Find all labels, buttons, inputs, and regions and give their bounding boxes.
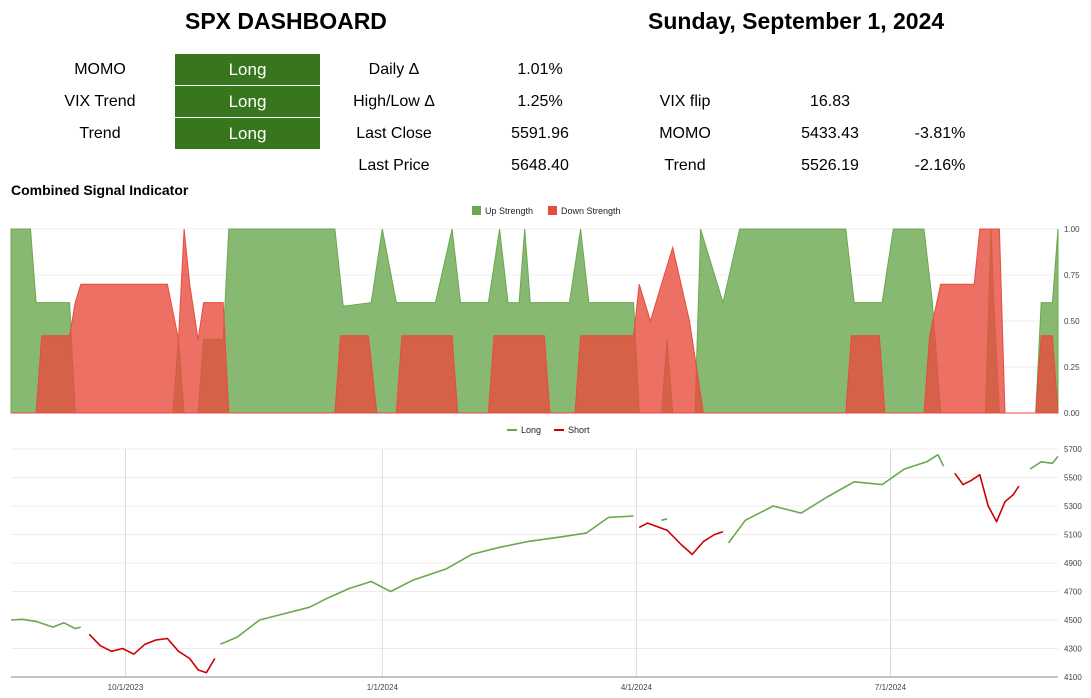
signal-label-momo: MOMO — [74, 61, 126, 78]
signal-ytick-label: 0.00 — [1064, 409, 1080, 418]
stat-label-daily: Daily Δ — [368, 61, 420, 78]
signal-ytick-label: 0.50 — [1064, 317, 1080, 326]
price-line-short — [88, 633, 216, 674]
price-ytick-label: 5300 — [1064, 502, 1082, 511]
level-value-trend: 5526.19 — [801, 157, 859, 174]
level-value-vix-flip: 16.83 — [809, 93, 851, 110]
stat-value-last-price: 5648.40 — [511, 157, 569, 174]
area-down-strength — [11, 228, 1059, 414]
price-chart: Long Short 5700 5500 5300 5100 4900 4700 4500 4… — [10, 425, 1082, 692]
legend-swatch-down — [548, 206, 557, 215]
signal-chart: Up Strength Down Strength 1.00 0.75 0.50 0.… — [10, 206, 1080, 418]
legend-label-down: Down Strength — [561, 206, 621, 216]
signal-badge-trend: Long — [175, 118, 320, 149]
price-line-long — [220, 515, 634, 645]
price-ytick-label: 4300 — [1064, 645, 1082, 654]
dashboard-date: Sunday, September 1, 2024 — [648, 8, 945, 34]
price-line-long — [10, 618, 82, 630]
price-ytick-label: 5500 — [1064, 474, 1082, 483]
price-line-long — [1029, 455, 1059, 470]
legend-label-short: Short — [568, 425, 590, 435]
price-ytick-label: 5100 — [1064, 531, 1082, 540]
stat-label-last-close: Last Close — [356, 125, 432, 142]
level-value-momo: 5433.43 — [801, 125, 859, 142]
signal-badge-momo: Long — [175, 54, 320, 85]
price-ytick-label: 4100 — [1064, 673, 1082, 682]
level-change-momo: -3.81% — [914, 125, 966, 142]
stat-value-daily: 1.01% — [517, 61, 563, 78]
price-line-long — [727, 453, 945, 544]
price-legend: Long Short — [507, 425, 590, 435]
signal-label-vix-trend: VIX Trend — [64, 93, 136, 110]
signal-ytick-label: 1.00 — [1064, 225, 1080, 234]
signal-legend: Up Strength Down Strength — [472, 206, 621, 216]
signal-label-trend: Trend — [79, 125, 121, 142]
price-ytick-label: 5700 — [1064, 445, 1082, 454]
price-ytick-label: 4700 — [1064, 588, 1082, 597]
price-line-long — [661, 518, 668, 522]
stat-label-last-price: Last Price — [358, 157, 430, 174]
price-xtick-label: 10/1/2023 — [108, 683, 144, 692]
signal-chart-title: Combined Signal Indicator — [11, 182, 189, 198]
level-change-trend: -2.16% — [914, 157, 966, 174]
price-xtick-label: 7/1/2024 — [875, 683, 907, 692]
stat-value-last-close: 5591.96 — [511, 125, 569, 142]
price-xtick-label: 1/1/2024 — [367, 683, 399, 692]
level-label-vix-flip: VIX flip — [659, 93, 711, 110]
level-label-momo: MOMO — [659, 125, 711, 142]
price-ytick-label: 4900 — [1064, 559, 1082, 568]
stat-value-highlow: 1.25% — [517, 93, 563, 110]
legend-swatch-up — [472, 206, 481, 215]
signal-badge-vix-trend: Long — [175, 86, 320, 117]
dashboard-title: SPX DASHBOARD — [185, 8, 387, 34]
signal-ytick-label: 0.25 — [1064, 363, 1080, 372]
level-label-trend: Trend — [664, 157, 706, 174]
price-ytick-label: 4500 — [1064, 616, 1082, 625]
price-line-short — [638, 522, 724, 556]
legend-label-up: Up Strength — [485, 206, 533, 216]
price-line-short — [954, 472, 1020, 523]
signal-ytick-label: 0.75 — [1064, 271, 1080, 280]
stat-label-highlow: High/Low Δ — [353, 93, 435, 110]
legend-label-long: Long — [521, 425, 541, 435]
price-xtick-label: 4/1/2024 — [621, 683, 653, 692]
